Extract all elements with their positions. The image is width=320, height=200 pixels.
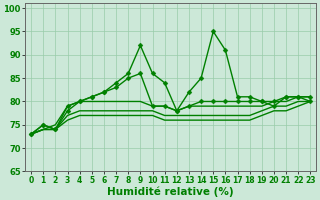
X-axis label: Humidité relative (%): Humidité relative (%): [108, 186, 234, 197]
